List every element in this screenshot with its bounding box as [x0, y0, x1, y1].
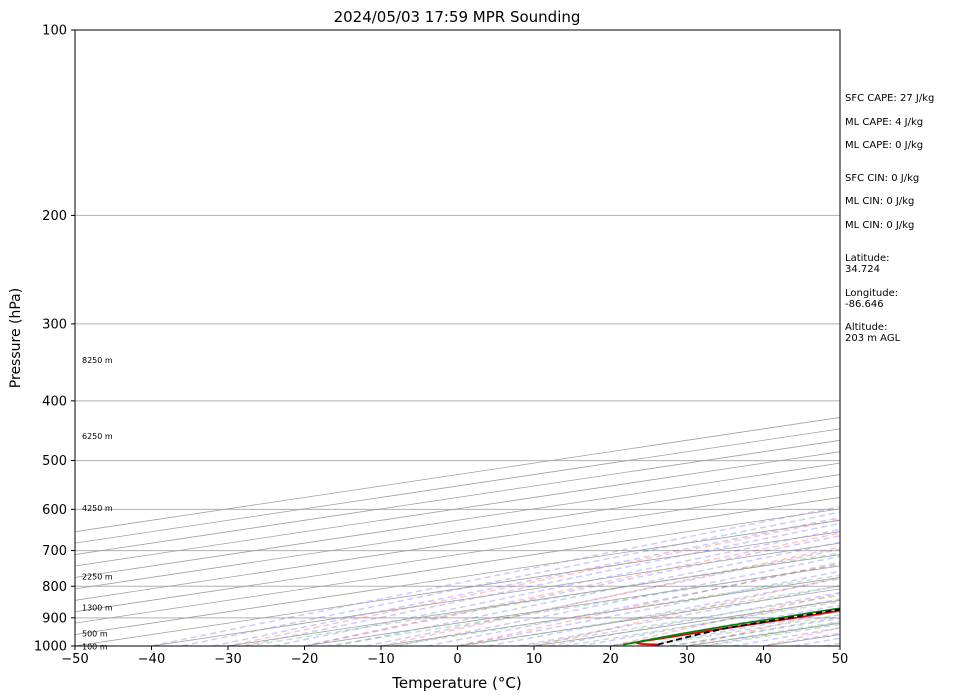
isotherm [75, 531, 840, 646]
mixing-ratio-line [462, 585, 840, 646]
isotherm [75, 462, 840, 578]
dry-adiabat [943, 2, 954, 659]
altitude-text: Altitude: 203 m AGL [845, 322, 901, 344]
mixing-ratio-line [669, 617, 840, 646]
y-tick-label: 600 [42, 503, 67, 518]
isotherm [75, 417, 840, 533]
height-label: 6250 m [82, 432, 113, 441]
x-tick-label: 20 [602, 652, 619, 667]
y-tick-label: 900 [42, 611, 67, 626]
mixing-ratio-line [688, 620, 840, 646]
mixing-ratio-line [522, 594, 840, 646]
mixing-ratio-line [326, 564, 840, 646]
isotherm [75, 519, 840, 635]
moist-adiabat [487, 577, 840, 646]
ml-cin-text-1: ML CIN: 0 J/kg [845, 196, 915, 207]
x-tick-label: −30 [214, 652, 241, 667]
x-tick-label: 30 [679, 652, 696, 667]
y-tick-label: 1000 [34, 640, 67, 655]
latitude-text: Latitude: 34.724 [845, 253, 890, 275]
moist-adiabat [457, 570, 840, 646]
mixing-ratio-lines [246, 552, 840, 646]
y-tick-label: 300 [42, 317, 67, 332]
dry-adiabat [224, 518, 840, 646]
height-label: 4250 m [82, 504, 113, 513]
x-tick-label: −40 [138, 652, 165, 667]
height-label: 2250 m [82, 572, 113, 581]
mixing-ratio-line [246, 552, 840, 646]
x-tick-label: −20 [291, 652, 318, 667]
y-tick-label: 700 [42, 544, 67, 559]
x-tick-label: 40 [755, 652, 772, 667]
grid-lines [75, 30, 840, 646]
y-tick-label: 500 [42, 454, 67, 469]
longitude-text: Longitude: -86.646 [845, 288, 899, 310]
x-tick-label: 50 [832, 652, 849, 667]
isotherm [75, 497, 840, 613]
y-tick-label: 800 [42, 580, 67, 595]
chart-title: 2024/05/03 17:59 MPR Sounding [334, 8, 581, 26]
y-tick-label: 400 [42, 394, 67, 409]
moist-adiabat [396, 555, 840, 646]
sfc-cin-text: SFC CIN: 0 J/kg [845, 173, 920, 184]
moist-adiabat [365, 548, 840, 646]
temperature-line [635, 609, 840, 646]
y-tick-label: 200 [42, 209, 67, 224]
mixing-ratio-line [563, 601, 840, 646]
x-tick-label: 0 [453, 652, 461, 667]
isotherm [75, 508, 840, 624]
ml-cape-text-2: ML CAPE: 0 J/kg [845, 140, 924, 151]
isotherm [75, 485, 840, 601]
sfc-cape-text: SFC CAPE: 27 J/kg [845, 93, 935, 104]
height-label: 500 m [82, 630, 108, 639]
x-tick-label: 10 [526, 652, 543, 667]
ml-cape-text-1: ML CAPE: 4 J/kg [845, 117, 924, 128]
mixing-ratio-line [646, 614, 840, 646]
sounding-series [623, 607, 840, 646]
y-axis-label: Pressure (hPa) [8, 288, 24, 388]
height-label: 100 m [82, 642, 108, 651]
isotherm [148, 542, 840, 646]
isotherms [75, 417, 840, 646]
x-axis: −50 −40 −30 −20 −10 0 10 20 30 40 50 [61, 646, 848, 667]
y-tick-label: 100 [42, 24, 67, 39]
isotherm [75, 439, 840, 555]
moist-adiabat [549, 591, 840, 646]
isotherm [75, 451, 840, 567]
ml-cin-text-2: ML CIN: 0 J/kg [845, 220, 915, 231]
isotherm [75, 428, 840, 544]
dry-adiabats [224, 2, 954, 659]
y-axis: 1000 900 800 700 600 500 400 300 200 100 [34, 24, 75, 655]
isotherm [75, 474, 840, 590]
height-label: 8250 m [82, 356, 113, 365]
x-tick-label: −10 [367, 652, 394, 667]
height-label: 1300 m [82, 604, 113, 613]
isotherm [301, 565, 840, 646]
dewpoint-line [623, 607, 840, 646]
x-tick-label: −50 [61, 652, 88, 667]
x-axis-label: Temperature (°C) [391, 674, 521, 692]
moist-adiabats [151, 505, 840, 646]
height-labels: 100 m 500 m 1300 m 2250 m 4250 m 6250 m 8250 m [82, 356, 113, 651]
